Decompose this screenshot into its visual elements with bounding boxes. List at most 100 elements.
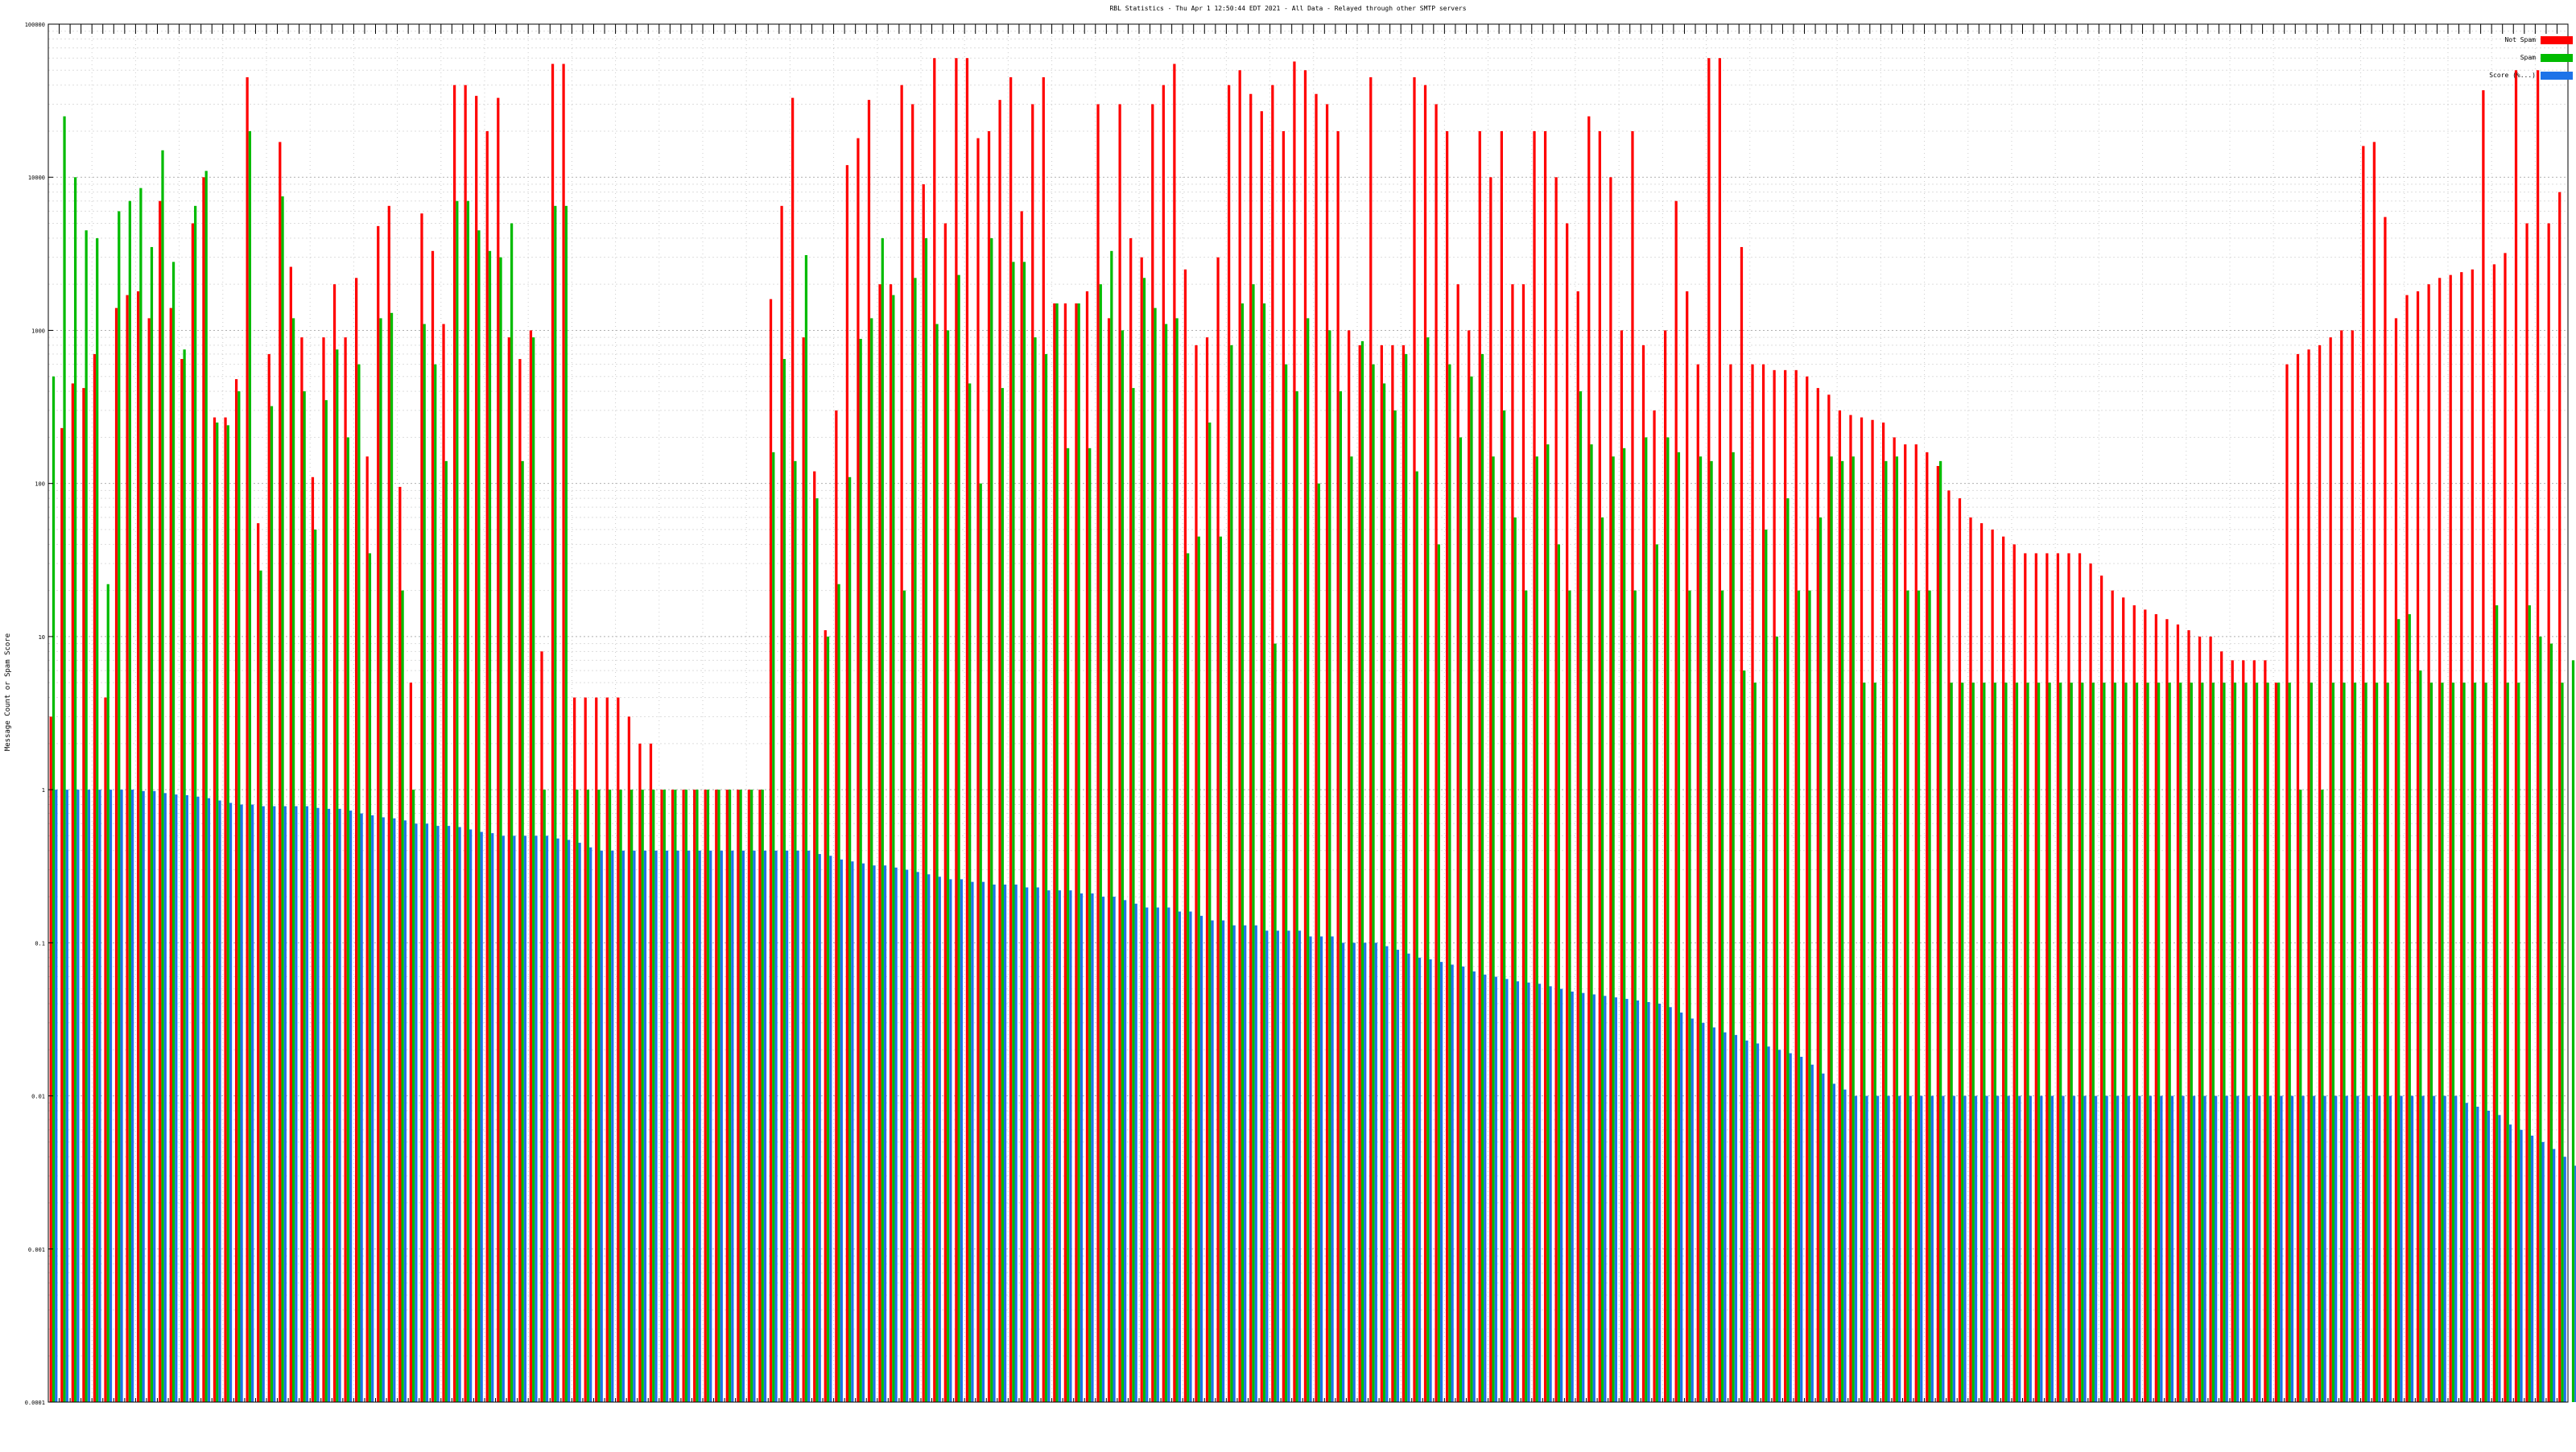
bar-not-spam bbox=[1576, 291, 1579, 1402]
bar-score bbox=[1832, 1083, 1835, 1402]
legend-label: Not Spam bbox=[2504, 36, 2536, 43]
bar-spam bbox=[739, 790, 742, 1402]
bar-score bbox=[371, 815, 374, 1402]
bar-spam bbox=[2353, 683, 2357, 1402]
bar-spam bbox=[826, 636, 830, 1402]
bar-spam bbox=[1633, 590, 1637, 1402]
bar-score bbox=[2541, 1141, 2545, 1402]
bar-score bbox=[1680, 1013, 1683, 1402]
bar-not-spam bbox=[1641, 344, 1645, 1402]
bar-not-spam bbox=[769, 299, 773, 1402]
bar-score bbox=[1189, 911, 1192, 1402]
bar-score bbox=[1091, 893, 1094, 1402]
bar-score bbox=[665, 850, 669, 1402]
bar-spam bbox=[586, 790, 590, 1402]
bar-score bbox=[403, 820, 407, 1402]
bar-not-spam bbox=[1761, 364, 1765, 1402]
bar-not-spam bbox=[1085, 291, 1089, 1402]
bar-not-spam bbox=[279, 142, 282, 1402]
bar-not-spam bbox=[2274, 683, 2278, 1402]
bar-spam bbox=[2233, 683, 2237, 1402]
bar-spam bbox=[106, 584, 109, 1402]
bar-spam bbox=[1688, 590, 1691, 1402]
bar-score bbox=[1876, 1095, 1880, 1402]
bar-not-spam bbox=[1969, 517, 1972, 1402]
bar-not-spam bbox=[1881, 422, 1885, 1402]
bar-not-spam bbox=[2514, 70, 2518, 1402]
bar-score bbox=[382, 817, 385, 1402]
bar-score bbox=[906, 869, 909, 1402]
bar-spam bbox=[859, 339, 862, 1402]
bar-spam bbox=[1885, 460, 1888, 1402]
bar-score bbox=[1472, 971, 1476, 1402]
bar-spam bbox=[1546, 444, 1550, 1402]
bar-spam bbox=[1830, 456, 1833, 1403]
bar-spam bbox=[957, 274, 960, 1402]
bar-not-spam bbox=[104, 697, 107, 1402]
bar-score bbox=[2345, 1095, 2348, 1402]
bar-not-spam bbox=[1238, 70, 1241, 1402]
bar-spam bbox=[881, 237, 884, 1402]
bar-not-spam bbox=[147, 318, 151, 1402]
bar-spam bbox=[1557, 544, 1560, 1402]
bar-not-spam bbox=[1533, 130, 1536, 1403]
bar-spam bbox=[674, 790, 677, 1402]
bar-not-spam bbox=[1228, 85, 1231, 1403]
bar-not-spam bbox=[289, 266, 292, 1402]
bar-spam bbox=[1950, 683, 1953, 1402]
bar-spam bbox=[73, 177, 77, 1403]
bar-score bbox=[2040, 1095, 2043, 1402]
bar-spam bbox=[1187, 553, 1190, 1402]
bar-spam bbox=[1765, 529, 1768, 1403]
bar-score bbox=[480, 831, 483, 1402]
bar-score bbox=[1854, 1095, 1858, 1402]
bar-spam bbox=[2517, 683, 2520, 1402]
bar-not-spam bbox=[1936, 465, 1939, 1402]
bar-not-spam bbox=[922, 184, 925, 1403]
bar-score bbox=[829, 856, 832, 1402]
bar-score bbox=[1745, 1040, 1748, 1402]
bar-not-spam bbox=[1773, 369, 1776, 1403]
bar-spam bbox=[1480, 353, 1484, 1402]
bar-not-spam bbox=[49, 716, 52, 1402]
bar-spam bbox=[499, 257, 502, 1403]
bar-not-spam bbox=[2122, 597, 2125, 1402]
bar-not-spam bbox=[1718, 58, 1721, 1403]
bar-score bbox=[76, 790, 80, 1402]
bar-spam bbox=[1732, 452, 1735, 1402]
bar-score bbox=[2280, 1095, 2283, 1402]
bar-score bbox=[295, 806, 298, 1402]
bar-not-spam bbox=[1129, 237, 1133, 1402]
bar-spam bbox=[1775, 636, 1778, 1402]
bar-not-spam bbox=[1871, 419, 1874, 1402]
bar-not-spam bbox=[2034, 553, 2037, 1402]
bar-not-spam bbox=[1478, 130, 1481, 1403]
bar-spam bbox=[1818, 517, 1823, 1402]
bar-score bbox=[818, 854, 821, 1402]
bar-not-spam bbox=[2296, 353, 2300, 1402]
bar-spam bbox=[1993, 683, 1996, 1402]
bar-spam bbox=[194, 205, 197, 1402]
bar-score bbox=[98, 790, 101, 1402]
bar-score bbox=[1396, 950, 1399, 1402]
bar-score bbox=[861, 863, 865, 1402]
bar-not-spam bbox=[2056, 553, 2060, 1402]
bar-spam bbox=[401, 590, 404, 1402]
bar-score bbox=[1789, 1053, 1792, 1402]
bar-spam bbox=[1983, 683, 1986, 1402]
bar-not-spam bbox=[2089, 563, 2092, 1402]
bar-spam bbox=[2561, 683, 2564, 1402]
bar-score bbox=[415, 823, 418, 1402]
bar-score bbox=[1843, 1089, 1847, 1402]
bar-score bbox=[960, 879, 964, 1402]
bar-not-spam bbox=[1205, 337, 1209, 1402]
bar-not-spam bbox=[987, 130, 991, 1403]
bar-spam bbox=[924, 237, 928, 1402]
bar-score bbox=[654, 850, 658, 1402]
bar-spam bbox=[750, 790, 753, 1402]
bar-spam bbox=[139, 188, 142, 1402]
bar-spam bbox=[1077, 303, 1080, 1403]
bar-not-spam bbox=[2504, 253, 2507, 1403]
bar-not-spam bbox=[976, 138, 980, 1402]
bar-not-spam bbox=[2264, 660, 2267, 1402]
